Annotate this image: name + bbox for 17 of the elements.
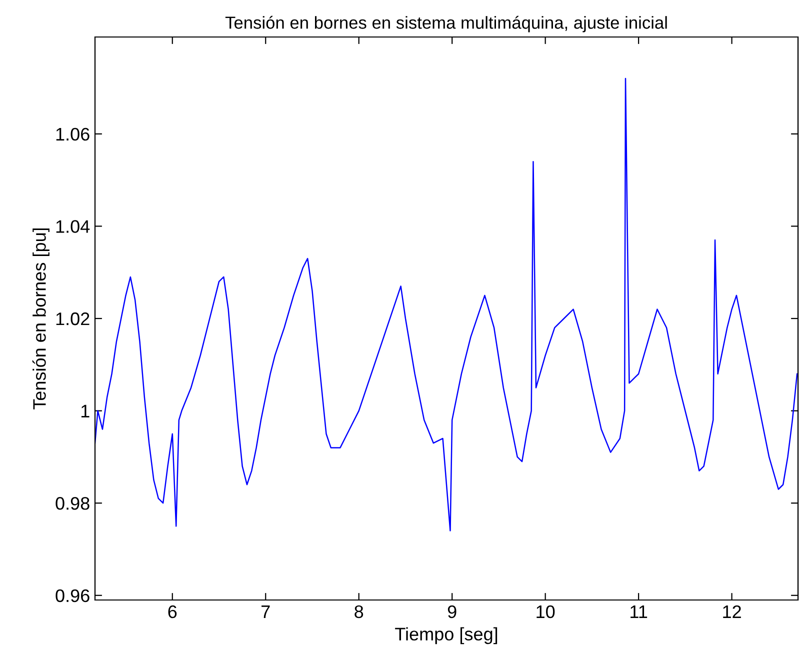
y-tick-label: 1.06 (56, 128, 90, 141)
chart-title: Tensión en bornes en sistema multimáquina, ajuste inicial (225, 16, 667, 32)
y-tick-label: 0.98 (56, 497, 90, 510)
x-tick-label: 11 (630, 606, 648, 618)
line-series (95, 78, 798, 532)
x-tick-label: 9 (448, 605, 456, 618)
y-tick-label: 1.04 (56, 220, 90, 233)
x-tick-label: 7 (262, 606, 270, 618)
x-tick-label: 8 (354, 605, 364, 618)
x-tick-label: 10 (536, 605, 555, 618)
y-tick-label: 1.02 (56, 312, 90, 326)
y-tick-label: 0.96 (56, 589, 90, 602)
x-axis-title: Tiempo [seg] (395, 627, 498, 644)
y-tick-label: 1 (81, 404, 90, 418)
x-tick-label: 12 (723, 605, 741, 618)
x-tick-label: 6 (168, 605, 177, 618)
y-axis-title: Tensión en bornes [pu] (32, 228, 50, 410)
